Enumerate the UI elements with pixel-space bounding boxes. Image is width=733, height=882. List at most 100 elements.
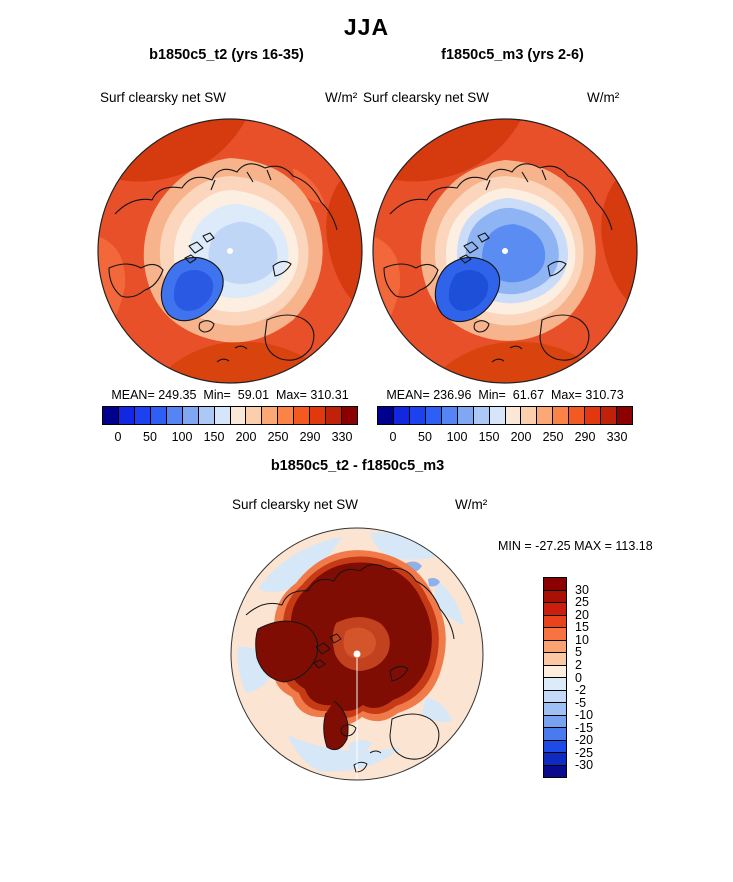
colorbar-segment xyxy=(569,407,586,424)
colorbar-tick-label: 150 xyxy=(478,430,500,444)
colorbar-segment xyxy=(544,678,566,691)
colorbar-tick-label: -30 xyxy=(575,758,594,773)
right-variable-label: Surf clearsky net SW xyxy=(363,90,490,105)
colorbar-segment xyxy=(544,740,566,753)
colorbar-segment xyxy=(103,407,119,424)
colorbar-tick-label: 20 xyxy=(575,607,589,622)
right-units-label: W/m² xyxy=(587,90,620,105)
colorbar-tick-label: 100 xyxy=(171,430,193,444)
colorbar-segment xyxy=(553,407,570,424)
colorbar-tick-label: 200 xyxy=(235,430,257,444)
diff-panel-title: b1850c5_t2 - f1850c5_m3 xyxy=(270,458,445,474)
colorbar-tick-label: 250 xyxy=(267,430,289,444)
colorbar-segment xyxy=(342,407,357,424)
colorbar-tick-label: -2 xyxy=(575,683,587,698)
colorbar-tick-label: 30 xyxy=(575,582,589,597)
colorbar-segment xyxy=(378,407,394,424)
left-units-label: W/m² xyxy=(325,90,358,105)
colorbar-tick-label: 330 xyxy=(331,430,353,444)
colorbar-segment xyxy=(294,407,311,424)
colorbar-segment xyxy=(441,407,458,424)
colorbar-segment xyxy=(409,407,426,424)
map-left-panel xyxy=(97,118,363,384)
colorbar-segment xyxy=(544,615,566,628)
colorbar-segment xyxy=(230,407,247,424)
colorbar-segment xyxy=(521,407,538,424)
colorbar-tick-label: 0 xyxy=(114,430,122,444)
colorbar-tick-label: 250 xyxy=(542,430,564,444)
colorbar-segment xyxy=(544,765,566,777)
left-variable-label: Surf clearsky net SW xyxy=(100,90,227,105)
colorbar-segment xyxy=(182,407,199,424)
colorbar-right-panel: 0 50 100 150 200 250 290 330 xyxy=(377,406,633,444)
colorbar-segment xyxy=(198,407,215,424)
diff-minmax: MIN = -27.25 MAX = 113.18 xyxy=(498,539,653,553)
pole-dot xyxy=(227,248,233,254)
colorbar-segment xyxy=(278,407,295,424)
colorbar-segment xyxy=(537,407,554,424)
colorbar-segment xyxy=(617,407,632,424)
colorbar-tick-label: -25 xyxy=(575,745,594,760)
colorbar-tick-label: 15 xyxy=(575,620,589,635)
colorbar-segment xyxy=(544,753,566,766)
figure-title: JJA xyxy=(343,14,390,40)
colorbar-tick-label: -15 xyxy=(575,720,594,735)
map-boundary xyxy=(372,118,638,384)
diff-variable-label: Surf clearsky net SW xyxy=(232,497,359,512)
diff-units-label: W/m² xyxy=(455,497,488,512)
left-stats: MEAN= 249.35 Min= 59.01 Max= 310.31 xyxy=(111,388,349,402)
pole-dot xyxy=(353,650,361,658)
colorbar-tick-label: 0 xyxy=(389,430,397,444)
colorbar-segment xyxy=(246,407,263,424)
colorbar-segment xyxy=(544,590,566,603)
colorbar-segment xyxy=(150,407,167,424)
colorbar-segment xyxy=(393,407,410,424)
colorbar-segment xyxy=(118,407,135,424)
colorbar-segment xyxy=(425,407,442,424)
colorbar-tick-label: 290 xyxy=(299,430,321,444)
colorbar-tick-label: 200 xyxy=(510,430,532,444)
colorbar-tick-label: -5 xyxy=(575,695,587,710)
colorbar-segment xyxy=(585,407,602,424)
colorbar-segments xyxy=(377,406,633,425)
colorbar-segment xyxy=(601,407,618,424)
map-right-panel xyxy=(372,118,638,384)
map-boundary xyxy=(97,118,363,384)
colorbar-segment xyxy=(544,578,566,591)
colorbar-segment xyxy=(544,703,566,716)
colorbar-tick-label: 290 xyxy=(574,430,596,444)
right-stats: MEAN= 236.96 Min= 61.67 Max= 310.73 xyxy=(386,388,624,402)
colorbar-segment xyxy=(544,640,566,653)
colorbar-tick-label: -20 xyxy=(575,733,594,748)
colorbar-segment xyxy=(489,407,506,424)
colorbar-tick-label: 330 xyxy=(606,430,628,444)
colorbar-tick-label: -10 xyxy=(575,708,594,723)
colorbar-segment xyxy=(457,407,474,424)
colorbar-segments xyxy=(543,577,567,778)
colorbar-tick-label: 2 xyxy=(575,657,582,672)
colorbar-tick-label: 150 xyxy=(203,430,225,444)
colorbar-segment xyxy=(544,603,566,616)
colorbar-segment xyxy=(544,665,566,678)
colorbar-segment xyxy=(505,407,522,424)
colorbar-segment xyxy=(166,407,183,424)
colorbar-segment xyxy=(262,407,279,424)
colorbar-segment xyxy=(310,407,327,424)
colorbar-difference: 30 25 20 15 10 5 2 0 -2 -5 -10 -15 -20 -25 -30 xyxy=(543,577,593,778)
colorbar-segment xyxy=(134,407,151,424)
colorbar-segment xyxy=(326,407,343,424)
colorbar-tick-label: 0 xyxy=(575,670,582,685)
colorbar-segment xyxy=(544,715,566,728)
map-boundary xyxy=(230,527,484,781)
right-panel-title: f1850c5_m3 (yrs 2-6) xyxy=(441,47,584,63)
colorbar-tick-label: 50 xyxy=(418,430,432,444)
colorbar-segment xyxy=(544,628,566,641)
colorbar-segment xyxy=(544,728,566,741)
coastlines xyxy=(383,163,613,363)
colorbar-segment xyxy=(473,407,490,424)
coastlines xyxy=(245,564,455,773)
colorbar-left-panel: 0 50 100 150 200 250 290 330 xyxy=(102,406,358,444)
colorbar-tick-label: 50 xyxy=(143,430,157,444)
colorbar-tick-label: 25 xyxy=(575,595,589,610)
